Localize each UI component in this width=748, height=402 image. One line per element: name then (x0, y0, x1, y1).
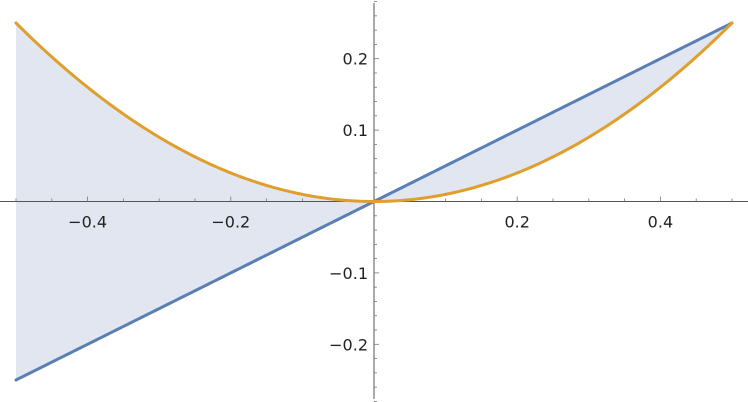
y-tick-label: 0.1 (343, 121, 368, 140)
series-group (14, 21, 734, 382)
y-tick-label: 0.2 (343, 50, 368, 69)
y-tick-label: −0.1 (329, 264, 368, 283)
parabola-series-line (14, 21, 734, 204)
x-tick-label: 0.4 (648, 213, 673, 232)
y-tick-label: −0.2 (329, 335, 368, 354)
x-tick-label: −0.4 (68, 213, 107, 232)
x-tick-label: −0.2 (211, 213, 250, 232)
x-tick-label: 0.2 (504, 213, 529, 232)
tick-labels-group: −0.4 −0.2 0.2 0.4 0.2 0.1 −0.1 −0.2 (68, 50, 673, 355)
